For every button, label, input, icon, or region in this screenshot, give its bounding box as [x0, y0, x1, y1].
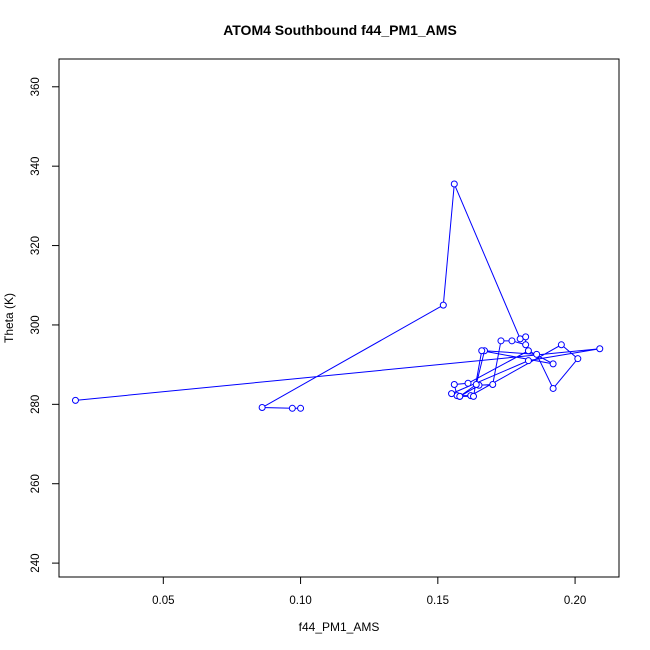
y-axis: 240 260 280 300 320 340 360 — [30, 77, 60, 573]
series-group — [71, 180, 604, 412]
data-point — [549, 384, 557, 392]
series-line — [75, 183, 600, 409]
data-point — [533, 350, 541, 358]
data-point — [549, 360, 557, 368]
x-tick-label: 0.10 — [289, 595, 311, 607]
data-point — [297, 404, 305, 412]
y-tick-label: 300 — [30, 315, 42, 334]
data-point — [71, 396, 79, 404]
data-point — [470, 392, 478, 400]
x-tick-label: 0.20 — [564, 595, 586, 607]
data-point — [439, 301, 447, 309]
y-tick-label: 260 — [30, 474, 42, 493]
y-tick-label: 360 — [30, 77, 42, 96]
data-point — [522, 333, 530, 341]
data-point — [478, 347, 486, 355]
y-tick-label: 320 — [30, 236, 42, 255]
y-tick-label: 240 — [30, 554, 42, 573]
x-axis-label: f44_PM1_AMS — [299, 620, 380, 634]
data-point — [489, 380, 497, 388]
y-tick-label: 340 — [30, 157, 42, 176]
data-point — [450, 380, 458, 388]
data-point — [448, 390, 456, 398]
x-tick-label: 0.15 — [427, 595, 449, 607]
data-point — [497, 337, 505, 345]
x-tick-label: 0.05 — [152, 595, 174, 607]
plot-frame — [58, 58, 620, 578]
x-axis: 0.05 0.10 0.15 0.20 — [152, 576, 586, 607]
data-point — [524, 347, 532, 355]
data-point — [596, 345, 604, 353]
data-point — [524, 357, 532, 365]
data-point — [456, 392, 464, 400]
data-point — [522, 341, 530, 349]
data-point — [574, 355, 582, 363]
data-point — [508, 337, 516, 345]
data-point — [450, 180, 458, 188]
data-point — [464, 379, 472, 387]
y-axis-label: Theta (K) — [2, 293, 16, 343]
data-point — [472, 380, 480, 388]
chart-title: ATOM4 Southbound f44_PM1_AMS — [223, 22, 457, 38]
y-tick-label: 280 — [30, 395, 42, 414]
data-point — [258, 404, 266, 412]
data-point — [288, 404, 296, 412]
data-point — [557, 341, 565, 349]
